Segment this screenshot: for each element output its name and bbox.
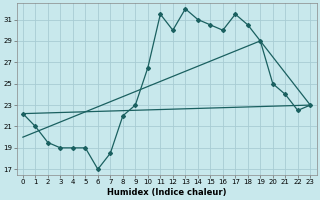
X-axis label: Humidex (Indice chaleur): Humidex (Indice chaleur)	[107, 188, 226, 197]
